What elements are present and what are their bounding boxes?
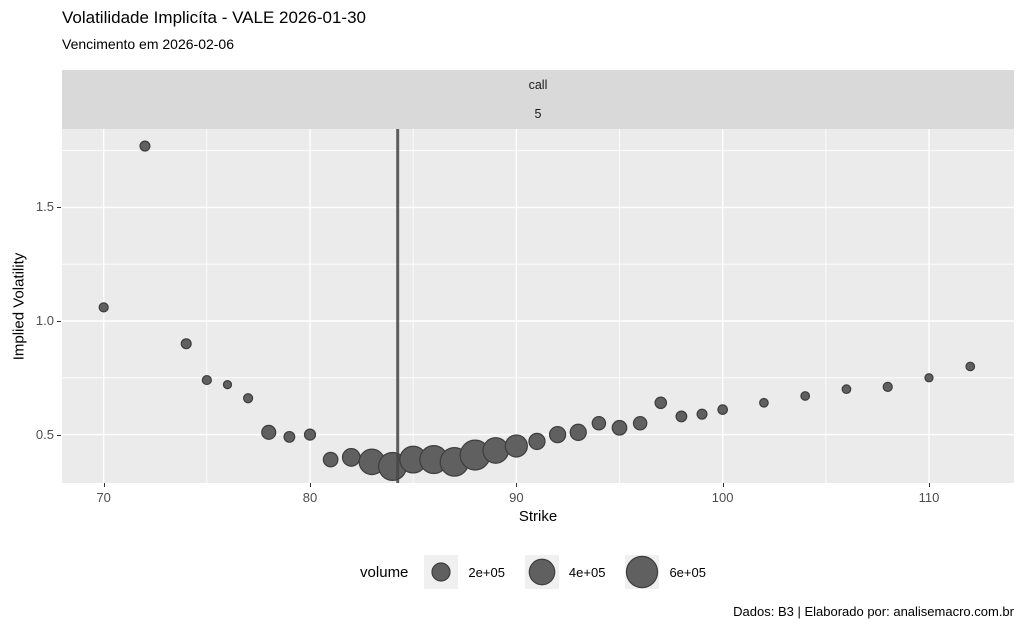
legend-label: 6e+05 [669, 564, 706, 580]
data-point [654, 396, 668, 410]
x-tick-label: 90 [509, 490, 524, 505]
plot-panel [62, 129, 1014, 483]
y-tick-mark [57, 320, 61, 322]
legend-title: volume [360, 563, 409, 581]
data-point [841, 384, 852, 395]
data-point [800, 391, 811, 401]
data-point [482, 437, 510, 464]
x-tick-label: 100 [711, 490, 734, 505]
data-point [632, 415, 648, 431]
data-point [322, 451, 339, 468]
legend-label: 4e+05 [568, 564, 606, 580]
data-point [283, 430, 296, 443]
data-point [303, 428, 317, 441]
data-point [180, 338, 192, 350]
x-tick-mark [310, 483, 311, 487]
x-tick-label: 70 [96, 490, 111, 505]
data-point [759, 397, 769, 408]
page-title: Volatilidade Implicíta - VALE 2026-01-30 [62, 8, 366, 27]
legend-key [424, 555, 459, 589]
caption: Dados: B3 | Elaborado por: analisemacro.… [733, 604, 1014, 619]
data-point [569, 423, 587, 441]
data-point [504, 434, 528, 458]
data-point [717, 404, 728, 415]
y-tick-label: 0.5 [35, 426, 54, 442]
data-point [924, 373, 934, 383]
x-tick-label: 80 [302, 490, 318, 505]
x-tick-label: 110 [918, 490, 940, 505]
legend-key-circle [626, 555, 659, 589]
scatter-plot [62, 129, 1014, 483]
volume-legend: volume 2e+05 4e+05 6e+05 [62, 552, 1014, 592]
legend-key [625, 555, 660, 589]
facet-strip-type: call [528, 77, 548, 92]
data-point [243, 393, 254, 404]
plot-subtitle: Vencimento em 2026-02-06 [62, 36, 234, 52]
data-point [675, 410, 688, 423]
data-point [222, 379, 233, 390]
x-tick-mark [103, 483, 105, 487]
y-tick-label: 1.0 [35, 312, 54, 328]
y-tick-mark [57, 434, 61, 436]
y-axis-title: Implied Volatility [10, 252, 28, 361]
legend-label: 2e+05 [468, 564, 505, 580]
y-tick-mark [57, 207, 61, 209]
facet-strip: call 5 [62, 70, 1014, 129]
data-point [548, 425, 567, 444]
data-point [611, 419, 628, 436]
x-tick-mark [928, 483, 930, 487]
data-point [139, 140, 151, 152]
y-tick-label: 1.5 [35, 199, 54, 215]
legend-key-circle [431, 562, 452, 582]
data-point [882, 381, 893, 392]
legend-key [524, 555, 559, 589]
data-point [965, 361, 976, 372]
data-point [528, 432, 546, 451]
data-point [591, 415, 607, 431]
x-tick-mark [516, 483, 518, 487]
data-point [696, 408, 708, 420]
x-axis-title: Strike [518, 508, 558, 525]
data-point [98, 302, 109, 313]
x-tick-mark [722, 483, 724, 487]
data-point [341, 447, 361, 467]
data-point [201, 374, 212, 386]
facet-strip-days: 5 [534, 107, 542, 122]
legend-key-circle [528, 558, 556, 586]
legend-items: 2e+05 4e+05 6e+05 [424, 555, 716, 589]
data-point [261, 424, 277, 440]
